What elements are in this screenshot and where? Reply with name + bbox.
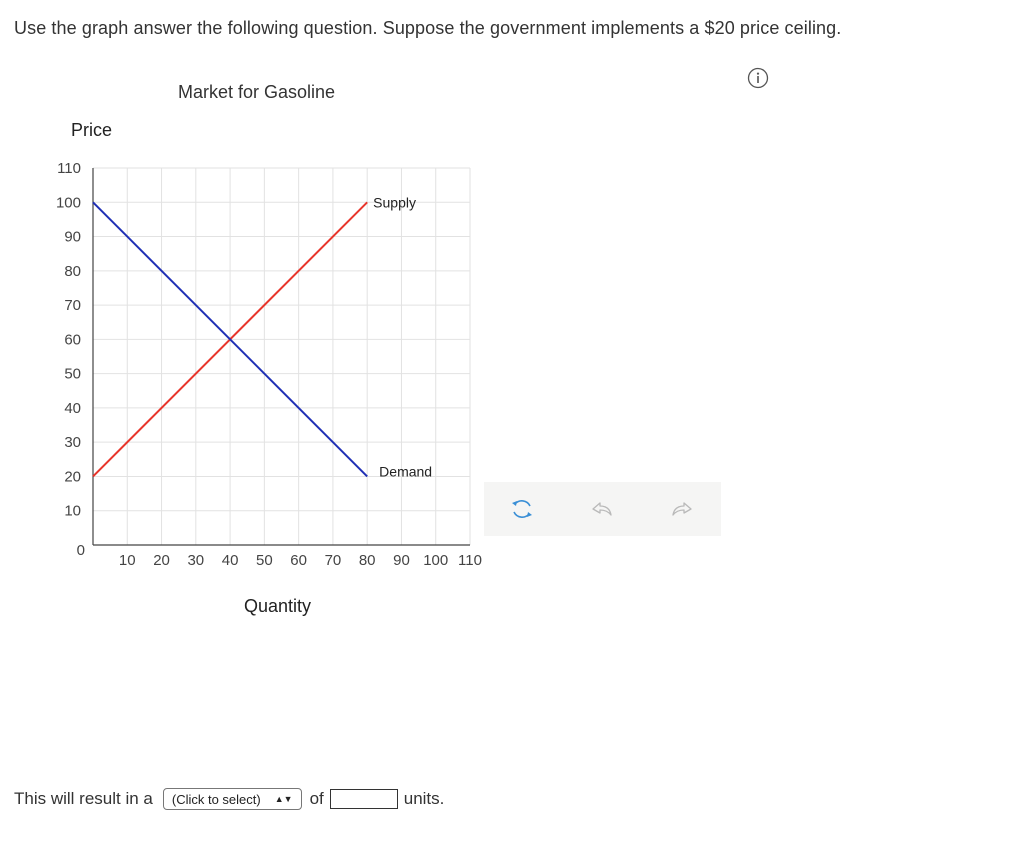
chart-series: Supply Demand <box>92 194 432 479</box>
x-tick-label: 40 <box>222 552 239 569</box>
x-tick-label: 110 <box>458 552 482 569</box>
result-select[interactable]: (Click to select) ▲▼ <box>162 788 302 810</box>
graph-tool-panel <box>484 482 721 536</box>
y-tick-label: 50 <box>64 366 81 383</box>
chart-grid <box>93 167 471 545</box>
y-tick-label: 40 <box>64 400 81 417</box>
x-tick-label: 70 <box>325 552 342 569</box>
x-tick-label: 30 <box>187 552 204 569</box>
y-tick-label: 90 <box>64 229 81 246</box>
x-tick-label: 20 <box>153 552 170 569</box>
y-tick-label: 60 <box>64 331 81 348</box>
select-arrows-icon: ▲▼ <box>274 794 293 804</box>
units-input[interactable] <box>329 789 398 809</box>
answer-suffix: units. <box>403 789 445 808</box>
undo-icon[interactable] <box>587 494 617 524</box>
x-tick-label: 50 <box>256 552 273 569</box>
y-tick-label: 70 <box>64 297 81 314</box>
chart-axes <box>92 168 470 546</box>
y-tick-label: 110 <box>57 160 81 177</box>
x-tick-label: 90 <box>393 552 410 569</box>
answer-middle: of <box>309 789 324 808</box>
answer-line: This will result in a (Click to select) … <box>14 788 444 810</box>
y-tick-label: 10 <box>64 503 81 520</box>
demand-label: Demand <box>379 463 432 479</box>
x-tick-label: 100 <box>423 552 448 569</box>
chart-title: Market for Gasoline <box>178 82 336 102</box>
y-tick-label: 20 <box>64 468 81 485</box>
x-tick-label: 80 <box>359 552 376 569</box>
y-tick-label: 30 <box>64 434 81 451</box>
result-select-value: (Click to select) <box>171 791 261 807</box>
y-tick-label: 100 <box>56 194 81 211</box>
origin-label: 0 <box>77 542 85 559</box>
x-axis-title: Quantity <box>244 596 312 616</box>
question-text: Use the graph answer the following quest… <box>14 18 842 38</box>
redo-icon[interactable] <box>667 494 697 524</box>
reset-icon[interactable] <box>507 494 537 524</box>
y-tick-label: 80 <box>64 263 81 280</box>
y-axis-title: Price <box>71 120 113 140</box>
chart-ticks: 10 20 30 40 50 60 70 80 90 100 1101101009080706050… <box>56 160 482 569</box>
x-tick-label: 60 <box>290 552 307 569</box>
supply-label: Supply <box>373 194 416 210</box>
demand-line <box>92 201 368 478</box>
answer-prefix: This will result in a <box>14 789 153 808</box>
x-tick-label: 10 <box>119 552 136 569</box>
info-circle-icon[interactable] <box>747 67 769 89</box>
